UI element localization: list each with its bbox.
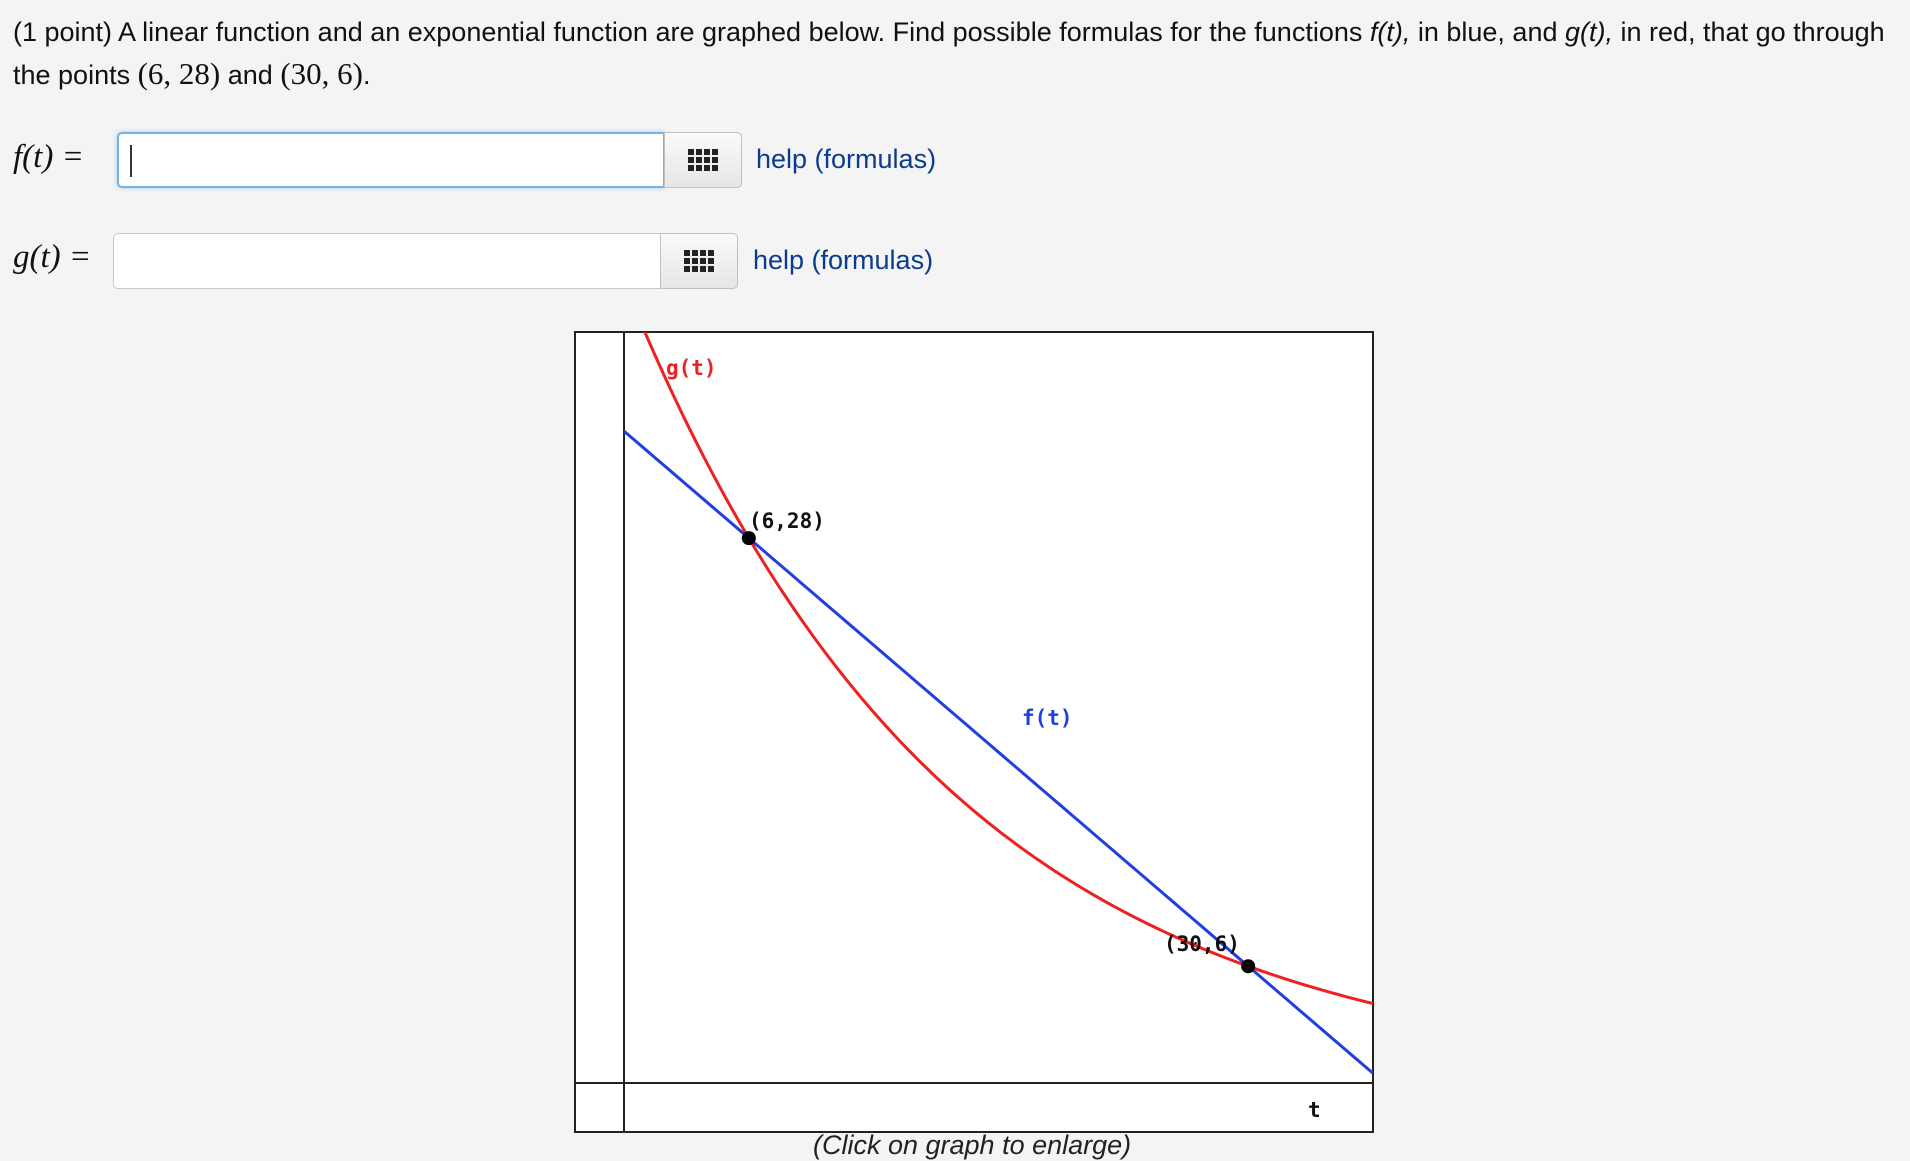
text-caret [130,145,132,177]
equation-editor-button-g[interactable] [660,233,738,289]
problem-lead: (1 point) A linear function and an expon… [13,17,1370,47]
problem-and: and [220,60,281,90]
problem-mid2: in red, that go through the points [13,17,1885,90]
problem-text: (1 point) A linear function and an expon… [13,12,1893,96]
equation-editor-button-f[interactable] [664,132,742,188]
f-name: f(t), [1369,17,1411,47]
grid-icon [688,149,718,171]
function-graph[interactable]: g(t) f(t) (6,28) (30,6) t [574,331,1374,1133]
f-line-label: f(t) [1022,706,1073,730]
g-name: g(t), [1564,17,1613,47]
t-axis-label: t [1308,1098,1321,1122]
point-marker-30-6 [1241,959,1256,974]
grid-icon [684,250,714,272]
f-label: f(t) = [13,139,84,175]
g-answer-input[interactable] [113,233,661,289]
problem-end: . [362,60,371,90]
point-marker-6-28 [741,531,756,546]
point-2: (30, 6) [280,56,363,91]
point-1: (6, 28) [137,56,221,91]
g-label: g(t) = [13,239,92,275]
point-label-1: (6,28) [749,509,825,533]
help-formulas-link-f[interactable]: help (formulas) [756,144,937,174]
help-formulas-link-g[interactable]: help (formulas) [753,245,934,275]
point-label-2: (30,6) [1164,932,1240,956]
g-curve-label: g(t) [666,356,717,380]
f-answer-input[interactable] [117,132,665,188]
problem-mid1: in blue, and [1410,17,1565,47]
